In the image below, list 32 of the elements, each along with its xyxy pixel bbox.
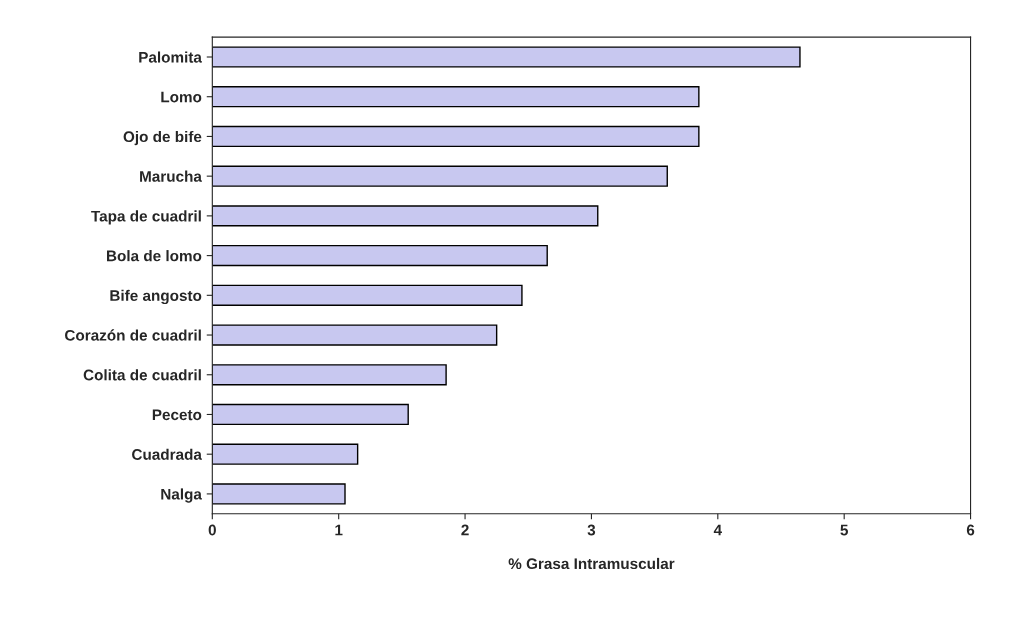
y-tick-label: Palomita <box>139 51 202 63</box>
x-tick-label: 4 <box>713 524 722 536</box>
y-tick-label: Nalga <box>161 488 202 503</box>
y-tick-label: Colita de cuadril <box>83 369 201 381</box>
y-tick-label: Tapa de cuadril <box>91 210 201 225</box>
y-tick-label: Lomo <box>161 91 202 103</box>
y-tick-label: Ojo de bife <box>123 130 202 146</box>
y-tick-label: Bola de lomo <box>107 250 202 262</box>
bar <box>212 46 801 68</box>
bar <box>212 483 346 505</box>
x-tick-label: 0 <box>208 524 216 536</box>
bar <box>212 86 700 108</box>
y-tick-label: Bife angosto <box>110 289 202 305</box>
bar <box>212 284 523 306</box>
bar <box>212 443 359 465</box>
bar <box>212 403 409 426</box>
bar <box>212 324 498 346</box>
bar <box>212 364 447 386</box>
bar <box>212 205 599 227</box>
y-tick-label: Marucha <box>140 170 202 182</box>
bar <box>212 125 700 148</box>
bar <box>212 244 548 267</box>
y-tick-label: Peceto <box>152 409 202 421</box>
x-tick-label: 2 <box>461 524 469 536</box>
x-tick-label: 1 <box>335 524 343 536</box>
y-tick-label: Cuadrada <box>132 448 202 460</box>
x-tick-label: 5 <box>840 524 849 536</box>
x-tick-label: 3 <box>587 524 596 536</box>
bar <box>212 165 668 187</box>
y-tick-label: Corazón de cuadril <box>65 329 201 341</box>
x-tick-label: 6 <box>966 524 975 536</box>
x-axis-title: % Grasa Intramuscular <box>508 557 675 570</box>
